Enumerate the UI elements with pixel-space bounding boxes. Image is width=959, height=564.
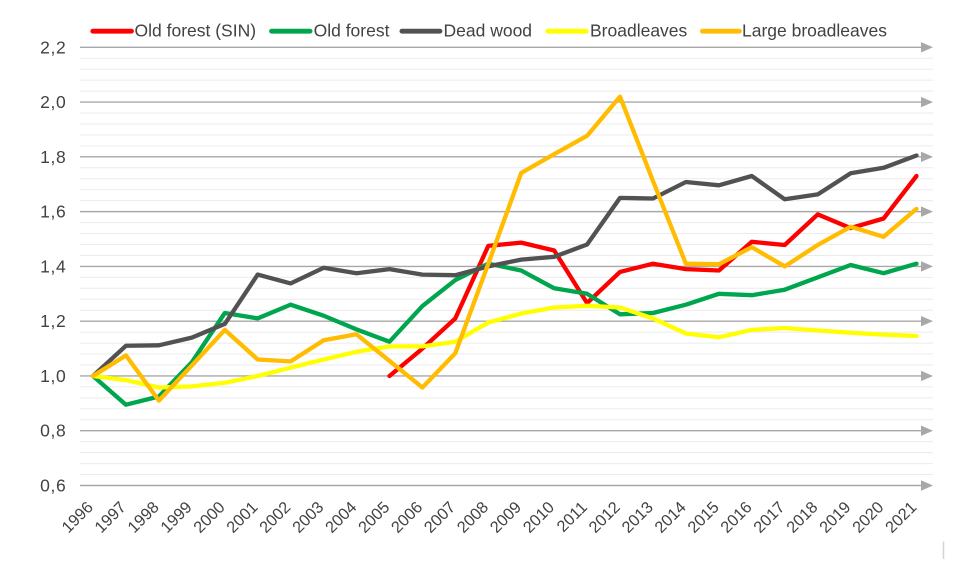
svg-text:Large broadleaves: Large broadleaves <box>742 21 887 41</box>
svg-text:Dead wood: Dead wood <box>444 21 533 41</box>
svg-text:Broadleaves: Broadleaves <box>590 21 688 41</box>
svg-text:2,0: 2,0 <box>40 92 66 112</box>
svg-text:1,4: 1,4 <box>40 256 66 276</box>
svg-text:0,8: 0,8 <box>40 421 66 441</box>
svg-text:Old forest (SIN): Old forest (SIN) <box>135 21 257 41</box>
svg-text:1,2: 1,2 <box>40 311 66 331</box>
svg-text:2,2: 2,2 <box>40 37 66 57</box>
svg-text:1,0: 1,0 <box>40 366 66 386</box>
svg-text:1,8: 1,8 <box>40 147 66 167</box>
svg-text:0,6: 0,6 <box>40 476 66 496</box>
svg-text:Old forest: Old forest <box>314 21 390 41</box>
svg-text:1,6: 1,6 <box>40 202 66 222</box>
